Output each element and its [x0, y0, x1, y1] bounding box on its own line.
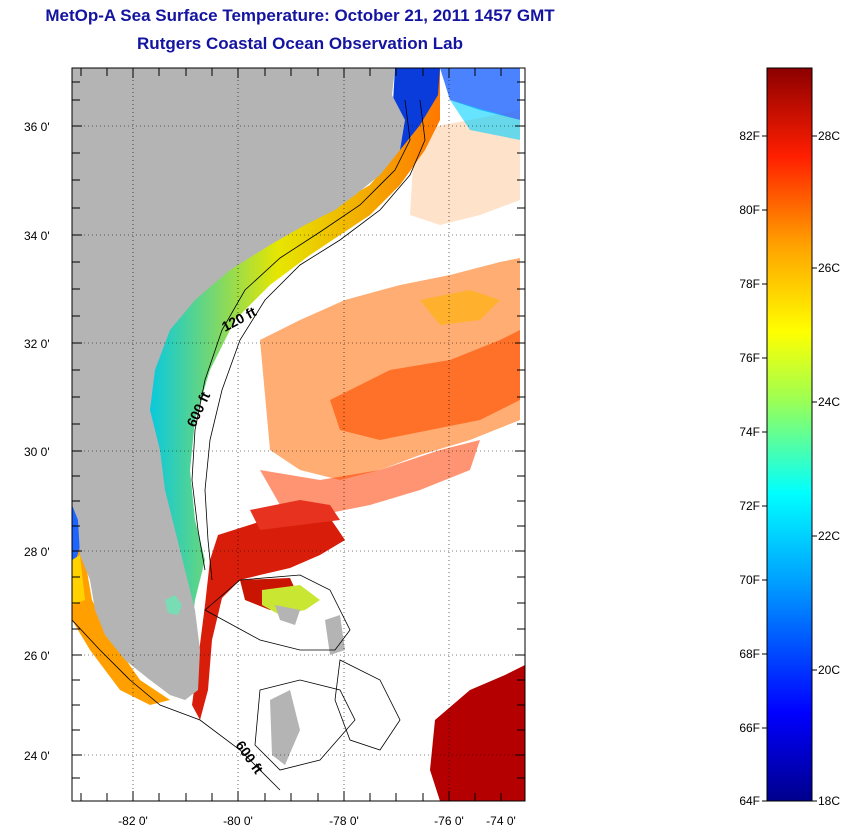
- lon-tick-label: -76 0': [434, 814, 464, 828]
- lon-tick-label: -74 0': [486, 814, 516, 828]
- colorbar-c-label: 24C: [818, 395, 840, 409]
- latitude-tick-labels: 36 0' 34 0' 32 0' 30 0' 28 0' 26 0' 24 0…: [24, 120, 50, 763]
- colorbar-f-label: 70F: [739, 573, 760, 587]
- lat-tick-label: 26 0': [24, 649, 50, 663]
- colorbar-f-label: 82F: [739, 129, 760, 143]
- colorbar-f-label: 68F: [739, 647, 760, 661]
- colorbar-c-label: 26C: [818, 261, 840, 275]
- colorbar: 82F 80F 78F 76F 74F 72F 70F 68F 66F 64F …: [739, 67, 840, 808]
- colorbar-c-label: 18C: [818, 794, 840, 808]
- map-subtitle: Rutgers Coastal Ocean Observation Lab: [137, 34, 463, 53]
- lat-tick-label: 24 0': [24, 749, 50, 763]
- lat-tick-label: 32 0': [24, 337, 50, 351]
- map-title: MetOp-A Sea Surface Temperature: October…: [45, 6, 555, 25]
- colorbar-f-label: 64F: [739, 794, 760, 808]
- lat-tick-label: 34 0': [24, 229, 50, 243]
- lat-tick-label: 36 0': [24, 120, 50, 134]
- colorbar-c-label: 20C: [818, 663, 840, 677]
- lat-tick-label: 28 0': [24, 545, 50, 559]
- colorbar-c-label: 28C: [818, 129, 840, 143]
- colorbar-f-label: 72F: [739, 499, 760, 513]
- longitude-tick-labels: -82 0' -80 0' -78 0' -76 0' -74 0': [118, 814, 516, 828]
- bahamas: [262, 585, 345, 765]
- lon-tick-label: -80 0': [223, 814, 253, 828]
- map-panel: [72, 68, 525, 801]
- colorbar-gradient: [766, 67, 813, 802]
- isobath-contours: [72, 99, 426, 791]
- colorbar-f-label: 66F: [739, 721, 760, 735]
- colorbar-f-label: 80F: [739, 203, 760, 217]
- lat-tick-label: 30 0': [24, 445, 50, 459]
- lake-okeechobee: [165, 595, 182, 615]
- colorbar-f-label: 74F: [739, 425, 760, 439]
- map-frame: [71, 67, 526, 802]
- sargasso-warm-patch: [430, 665, 525, 801]
- colorbar-f-label: 76F: [739, 351, 760, 365]
- gulf-stream: [192, 500, 345, 720]
- colorbar-c-label: 22C: [818, 529, 840, 543]
- lon-tick-label: -78 0': [329, 814, 359, 828]
- frame-ticks: [72, 68, 525, 801]
- offshore-sst-patches: [260, 110, 520, 515]
- land-us-southeast: [72, 68, 405, 700]
- lon-tick-label: -82 0': [118, 814, 148, 828]
- colorbar-f-label: 78F: [739, 277, 760, 291]
